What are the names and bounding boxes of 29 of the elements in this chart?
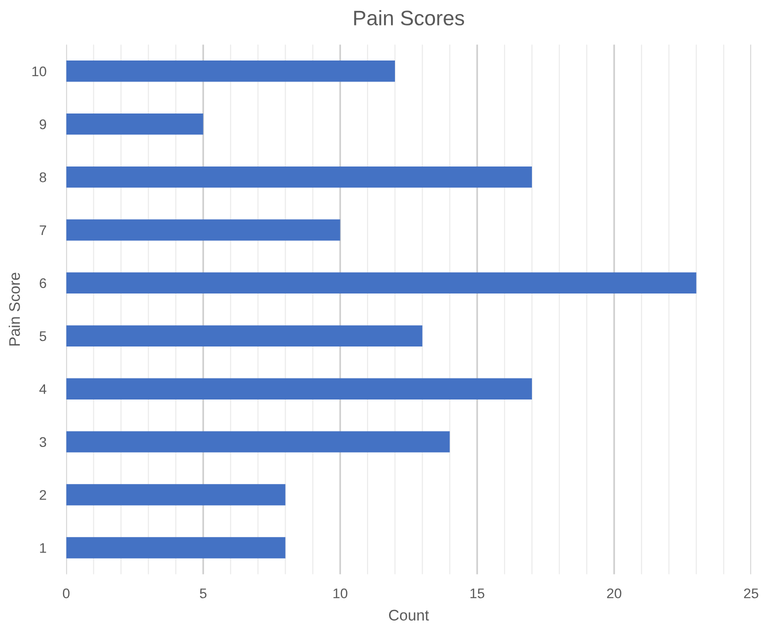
x-tick-label: 15 — [470, 588, 484, 598]
bar — [66, 537, 286, 558]
bar — [66, 484, 286, 506]
y-tick-label: 7 — [40, 225, 46, 236]
bar — [66, 166, 532, 188]
y-tick-label: 6 — [40, 278, 46, 288]
y-tick-label: 5 — [40, 331, 46, 342]
y-axis-title: Pain Score — [8, 272, 20, 346]
bar — [66, 378, 532, 400]
y-tick-label: 3 — [40, 437, 46, 447]
x-tick-label: 5 — [200, 588, 206, 598]
bar — [66, 272, 696, 294]
bar — [66, 219, 340, 241]
y-tick-label: 9 — [40, 119, 46, 130]
bar — [66, 60, 395, 82]
x-tick-label: 20 — [607, 588, 622, 598]
y-tick-label: 2 — [40, 490, 46, 500]
y-tick-label: 10 — [32, 66, 46, 76]
chart-title: Pain Scores — [354, 10, 464, 26]
x-axis-title: Count — [389, 610, 429, 621]
x-tick-label: 25 — [744, 588, 758, 598]
x-tick-label: 0 — [62, 588, 70, 598]
bar — [66, 325, 422, 346]
y-tick-label: 1 — [40, 543, 46, 553]
bar — [66, 431, 450, 452]
x-tick-label: 10 — [334, 588, 348, 598]
y-tick-label: 4 — [39, 384, 46, 394]
y-tick-label: 8 — [40, 172, 46, 182]
bar — [66, 114, 204, 135]
